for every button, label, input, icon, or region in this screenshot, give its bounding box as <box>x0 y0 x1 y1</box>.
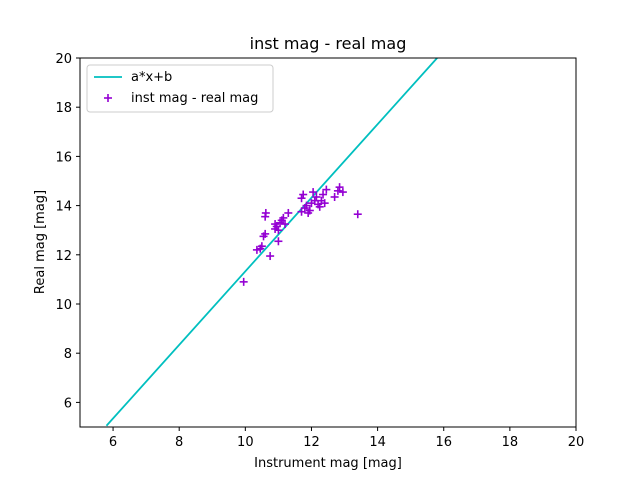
legend-box <box>86 64 274 113</box>
data-point <box>333 186 342 195</box>
y-tick-label: 18 <box>55 101 72 116</box>
data-point <box>261 208 270 217</box>
data-point <box>330 192 339 201</box>
x-tick-label: 8 <box>175 435 183 450</box>
data-point <box>309 188 318 197</box>
fit-line <box>105 58 438 427</box>
y-tick-label: 6 <box>64 396 72 411</box>
legend-marker-swatch <box>104 94 112 102</box>
data-point <box>319 190 328 199</box>
y-tick-label: 14 <box>55 200 72 215</box>
data-point <box>297 194 306 203</box>
x-tick-label: 20 <box>568 435 585 450</box>
data-point <box>302 201 311 210</box>
data-point <box>281 220 290 229</box>
y-tick-label: 8 <box>64 347 72 362</box>
data-point <box>257 242 266 251</box>
data-point <box>299 190 308 199</box>
x-tick-label: 12 <box>303 435 320 450</box>
data-point <box>335 183 344 192</box>
data-point <box>315 202 324 211</box>
data-point <box>320 199 329 208</box>
data-point <box>284 208 293 217</box>
data-point <box>305 206 314 215</box>
x-tick-label: 14 <box>369 435 386 450</box>
y-tick-label: 20 <box>55 52 72 67</box>
x-axis-ticks: 6 8 10 12 14 16 18 20 <box>109 427 584 450</box>
data-point <box>338 188 347 197</box>
y-tick-label: 16 <box>55 150 72 165</box>
plot-area <box>79 57 577 428</box>
x-tick-label: 16 <box>435 435 452 450</box>
x-tick-label: 10 <box>237 435 254 450</box>
data-point <box>261 229 270 238</box>
data-point <box>312 192 321 201</box>
plot-content <box>105 58 438 427</box>
data-point <box>322 185 331 194</box>
x-tick-label: 18 <box>502 435 519 450</box>
legend-label-fit: a*x+b <box>131 70 172 85</box>
plot-frame <box>79 57 577 428</box>
y-tick-label: 12 <box>55 249 72 264</box>
data-point <box>279 213 288 222</box>
data-point <box>266 252 275 261</box>
legend: a*x+b inst mag - real mag <box>86 64 274 113</box>
data-point <box>274 226 283 235</box>
data-point <box>239 277 248 286</box>
data-point <box>353 210 362 219</box>
chart-title: inst mag - real mag <box>250 34 407 53</box>
x-axis-label: Instrument mag [mag] <box>254 456 402 471</box>
legend-label-scatter: inst mag - real mag <box>131 91 258 106</box>
y-axis-ticks: 6 8 10 12 14 16 18 20 <box>55 52 80 411</box>
y-axis-label: Real mag [mag] <box>33 190 48 294</box>
y-tick-label: 10 <box>55 298 72 313</box>
data-point <box>274 237 283 246</box>
x-tick-label: 6 <box>109 435 117 450</box>
